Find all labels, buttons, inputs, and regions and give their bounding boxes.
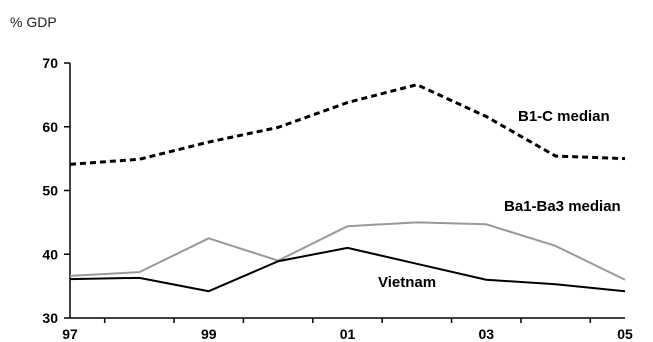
y-axis-ticks: 30 40 50 60 70	[42, 55, 70, 326]
x-tick-label: 01	[340, 326, 356, 342]
series-label-ba1-ba3-median: Ba1-Ba3 median	[504, 198, 621, 215]
series-line-ba1-ba3-median	[69, 221, 626, 281]
y-tick-label: 50	[42, 183, 58, 199]
series-line-vietnam	[69, 246, 626, 293]
series-lines	[69, 83, 626, 293]
series-label-b1c-median: B1-C median	[518, 108, 610, 125]
y-tick-label: 70	[42, 55, 58, 71]
y-tick-label: 60	[42, 119, 58, 135]
x-tick-label: 99	[201, 326, 217, 342]
y-axis-unit-label: % GDP	[10, 14, 57, 30]
series-label-vietnam: Vietnam	[378, 274, 436, 291]
x-tick-label: 03	[478, 326, 494, 342]
series-line-b1c-median	[69, 83, 626, 166]
y-tick-label: 40	[42, 246, 58, 262]
x-tick-label: 05	[617, 326, 633, 342]
y-tick-label: 30	[42, 310, 58, 326]
x-axis-ticks: 97 99 01 03 05	[62, 318, 633, 342]
x-tick-label: 97	[62, 326, 78, 342]
